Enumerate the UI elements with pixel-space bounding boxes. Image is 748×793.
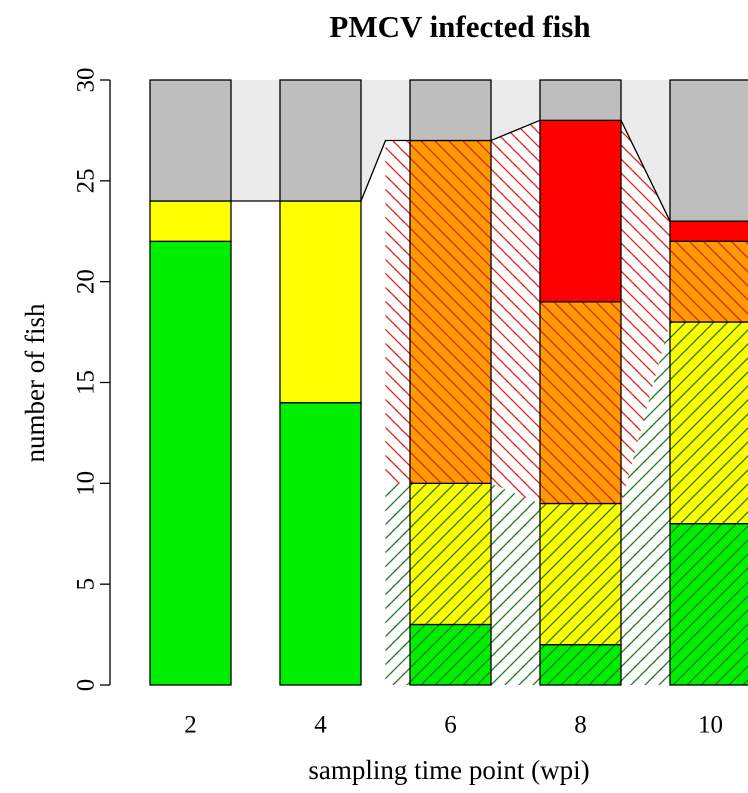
gap-background <box>231 80 280 201</box>
chart-title: PMCV infected fish <box>329 9 590 44</box>
bar-segment <box>409 139 492 484</box>
flow-upper <box>385 140 410 484</box>
bar-segment <box>279 200 362 404</box>
y-tick-label: 5 <box>73 578 100 591</box>
gap-top-line <box>490 119 541 142</box>
bar-segment <box>539 502 622 646</box>
flow-upper <box>491 120 540 504</box>
bar-segment <box>669 79 748 222</box>
bar-segment <box>539 644 622 686</box>
bar-segment <box>669 240 748 323</box>
x-tick-label: 10 <box>698 712 723 739</box>
bar-segment <box>279 402 362 686</box>
gap-top-line <box>620 120 671 222</box>
x-tick-label: 2 <box>184 712 197 739</box>
x-tick-label: 8 <box>574 712 587 739</box>
gap-top-line <box>360 139 410 202</box>
bar-segment <box>669 220 748 242</box>
bar-segment <box>149 200 232 242</box>
y-tick-label: 20 <box>73 269 100 294</box>
x-axis-label: sampling time point (wpi) <box>308 755 589 785</box>
bar-segment <box>409 623 492 686</box>
bar-segment <box>669 321 748 525</box>
y-tick-label: 25 <box>73 168 100 193</box>
bar-segment <box>409 79 492 142</box>
flow-lower <box>491 483 540 685</box>
bar-segment <box>669 523 748 686</box>
bar-segment <box>409 482 492 626</box>
bar-segment <box>279 79 362 202</box>
bar-segment <box>539 119 622 303</box>
y-tick-label: 15 <box>73 370 100 395</box>
gap-background <box>621 80 670 222</box>
x-tick-label: 4 <box>314 712 327 739</box>
y-axis-label: number of fish <box>20 303 50 462</box>
flow-lower <box>385 483 410 685</box>
flow-upper <box>621 120 670 504</box>
flow-lower <box>621 322 670 685</box>
bar-segment <box>149 240 232 686</box>
bar-segment <box>539 79 622 121</box>
y-tick-label: 0 <box>73 679 100 692</box>
bar-segment <box>149 79 232 202</box>
bar-segment <box>539 301 622 505</box>
y-tick-label: 30 <box>73 68 100 93</box>
y-tick-label: 10 <box>73 471 100 496</box>
x-tick-label: 6 <box>444 712 457 739</box>
